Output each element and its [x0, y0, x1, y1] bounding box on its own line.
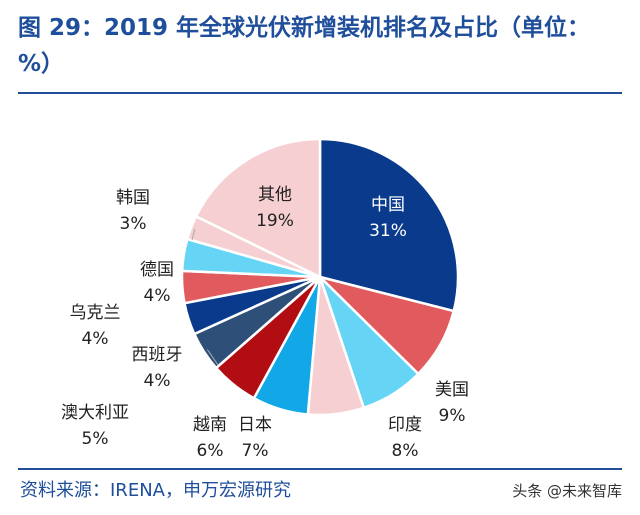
slice-name-label: 乌克兰: [70, 303, 121, 323]
slice-value-label: 6%: [197, 441, 224, 461]
watermark: 头条 @未来智库: [512, 482, 622, 500]
slice-name-label: 澳大利亚: [61, 403, 129, 423]
footer-divider: [18, 468, 622, 470]
leader-line-澳大利亚: [206, 349, 219, 366]
slice-name-label: 越南: [193, 415, 227, 435]
slice-name-label: 其他: [258, 185, 292, 205]
slice-name-label: 德国: [140, 260, 174, 280]
slice-value-label: 4%: [144, 286, 171, 306]
title-divider: [18, 92, 622, 94]
slice-value-label: 3%: [120, 214, 147, 234]
slice-value-label: 4%: [82, 329, 109, 349]
slice-value-label: 31%: [369, 221, 407, 241]
slice-name-label: 中国: [371, 195, 405, 215]
source-note: 资料来源：IRENA，申万宏源研究: [20, 480, 291, 501]
slice-value-label: 4%: [144, 371, 171, 391]
chart-title: 图 29：2019 年全球光伏新增装机排名及占比（单位：%）: [18, 15, 591, 77]
slice-value-label: 5%: [82, 429, 109, 449]
slice-name-label: 印度: [388, 415, 422, 435]
slice-value-label: 19%: [256, 211, 294, 231]
slice-value-label: 9%: [439, 406, 466, 426]
slice-value-label: 8%: [392, 441, 419, 461]
pie-slice-中国: [318, 137, 460, 313]
slice-name-label: 西班牙: [132, 345, 183, 365]
pie-slice-其他: [194, 137, 322, 280]
slice-name-label: 美国: [435, 380, 469, 400]
slice-name-label: 韩国: [116, 188, 150, 208]
slice-value-label: 7%: [242, 441, 269, 461]
leader-line-韩国: [191, 228, 196, 241]
slice-name-label: 日本: [238, 415, 272, 435]
